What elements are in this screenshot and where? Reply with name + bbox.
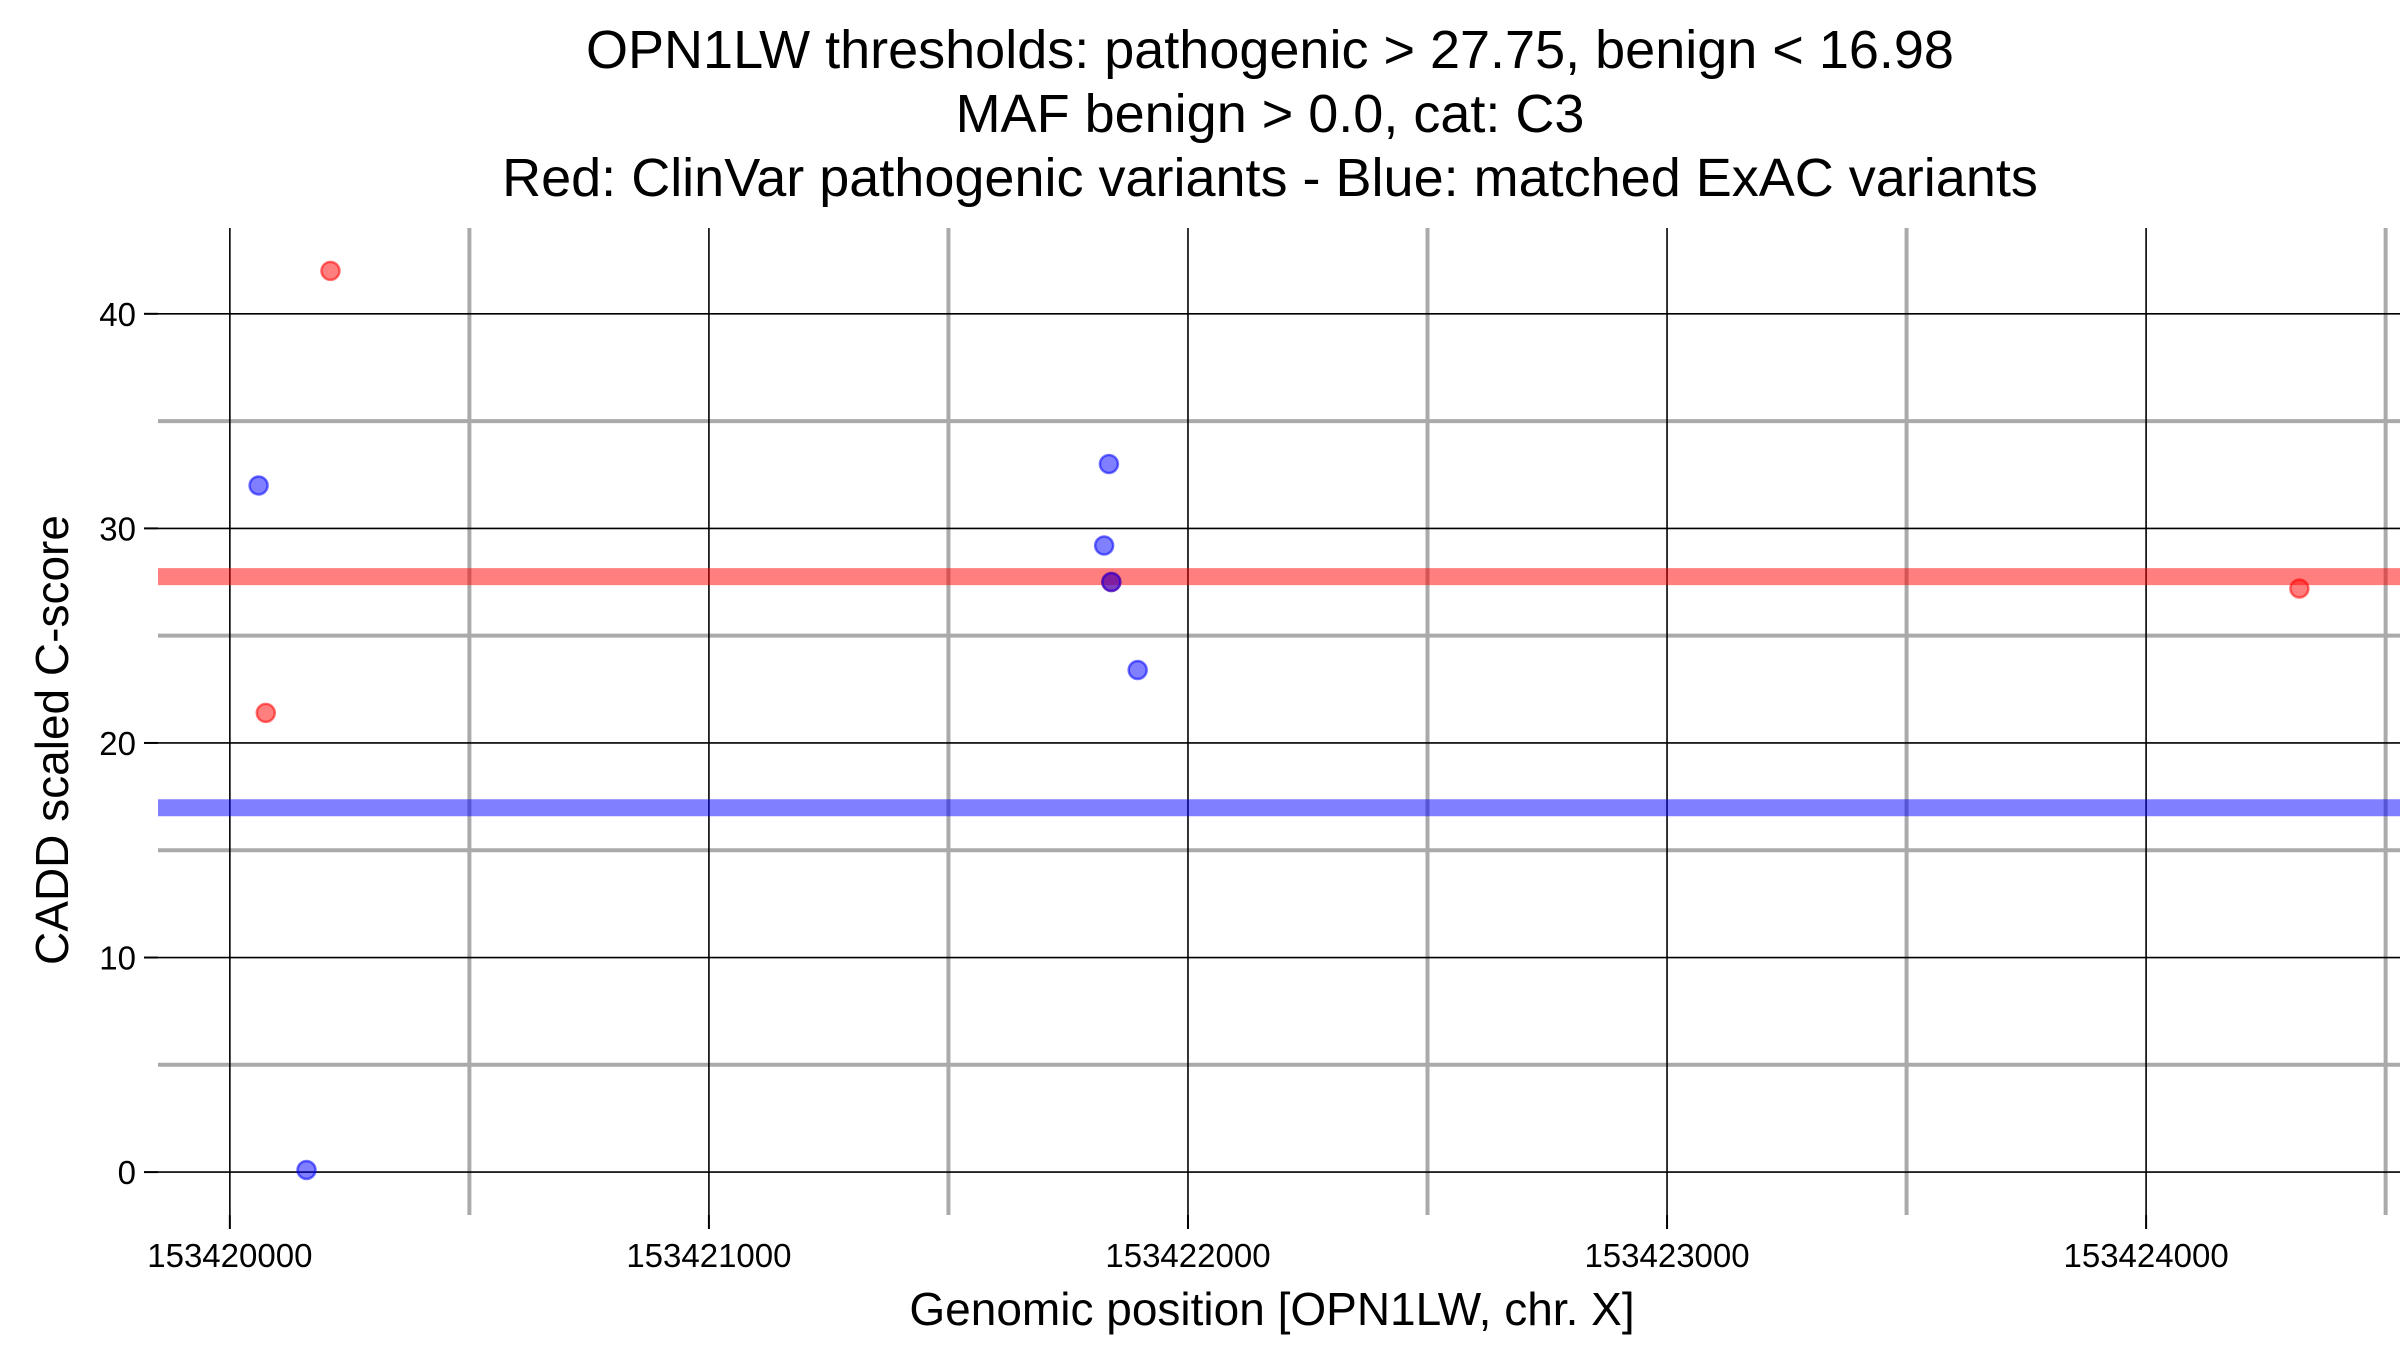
x-tick-label: 153422000 [1105, 1237, 1270, 1274]
y-tick-label: 10 [99, 940, 136, 977]
y-axis-label: CADD scaled C-score [26, 515, 78, 965]
x-axis-label: Genomic position [OPN1LW, chr. X] [909, 1283, 1634, 1335]
data-point [320, 260, 341, 282]
chart-title: OPN1LW thresholds: pathogenic > 27.75, b… [502, 20, 2038, 208]
title-line-3: Red: ClinVar pathogenic variants - Blue:… [502, 148, 2038, 208]
data-point [1093, 535, 1115, 556]
x-tick-label: 153424000 [2064, 1237, 2229, 1274]
data-point [1127, 659, 1148, 681]
data-point [248, 475, 269, 496]
title-line-1: OPN1LW thresholds: pathogenic > 27.75, b… [586, 20, 1954, 80]
y-tick-label: 40 [99, 296, 136, 333]
x-tick-label: 153421000 [626, 1237, 791, 1274]
x-tick-label: 153420000 [147, 1237, 312, 1274]
y-tick-label: 30 [99, 510, 136, 547]
title-line-2: MAF benign > 0.0, cat: C3 [956, 84, 1585, 144]
x-axis: 153420000 153421000 153422000 153423000 1534… [147, 1215, 2229, 1274]
x-tick-label: 153423000 [1584, 1237, 1749, 1274]
y-axis: 0 10 20 30 40 [99, 296, 158, 1191]
y-tick-label: 20 [99, 725, 136, 762]
data-point [2289, 578, 2310, 599]
data-point [1101, 571, 1122, 593]
threshold-lines [158, 568, 2400, 817]
y-tick-label: 0 [118, 1154, 136, 1191]
data-point [255, 702, 277, 724]
data-point [1098, 453, 1120, 475]
data-point [296, 1159, 317, 1181]
major-gridlines [158, 228, 2400, 1215]
data-points [248, 260, 2310, 1181]
minor-gridlines [158, 228, 2400, 1215]
